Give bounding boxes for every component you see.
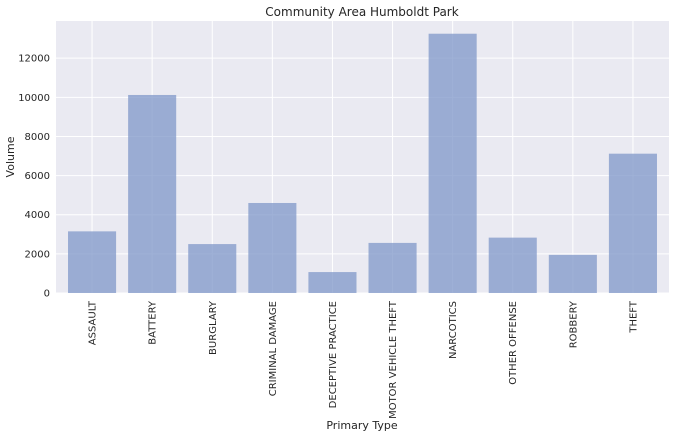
- y-tick-label: 12000: [18, 54, 50, 65]
- x-axis-label: Primary Type: [326, 419, 398, 432]
- bar-narcotics: [428, 33, 477, 294]
- y-axis: 0 2000 4000 6000 8000 10000 12000: [18, 54, 50, 300]
- bar-other-offense: [488, 237, 537, 293]
- y-tick-label: 0: [44, 289, 50, 300]
- y-axis-label: Volume: [4, 136, 17, 177]
- bar-criminal-damage: [248, 202, 297, 293]
- x-tick-label: THEFT: [628, 300, 639, 334]
- bars: [68, 33, 657, 294]
- x-tick-label: ROBBERY: [568, 300, 579, 348]
- bar-theft: [608, 153, 657, 293]
- y-tick-label: 4000: [25, 210, 50, 221]
- bar-motor-vehicle-theft: [368, 242, 417, 293]
- x-tick-label: ASSAULT: [88, 300, 99, 345]
- bar-assault: [68, 231, 117, 293]
- x-tick-label: DECEPTIVE PRACTICE: [328, 301, 339, 408]
- bar-robbery: [548, 254, 597, 293]
- x-tick-label: CRIMINAL DAMAGE: [268, 301, 279, 396]
- x-tick-label: BURGLARY: [208, 300, 219, 355]
- x-tick-label: MOTOR VEHICLE THEFT: [388, 300, 399, 419]
- x-axis: ASSAULT BATTERY BURGLARY CRIMINAL DAMAGE DEC…: [88, 300, 640, 419]
- bar-burglary: [188, 244, 237, 293]
- y-tick-label: 8000: [25, 132, 50, 143]
- bar-deceptive-practice: [308, 272, 357, 293]
- y-tick-label: 10000: [18, 93, 50, 104]
- x-tick-label: OTHER OFFENSE: [508, 301, 519, 385]
- x-tick-label: NARCOTICS: [448, 301, 459, 359]
- y-tick-label: 6000: [25, 171, 50, 182]
- y-tick-label: 2000: [25, 249, 50, 260]
- chart-title: Community Area Humboldt Park: [265, 5, 458, 19]
- x-tick-label: BATTERY: [148, 300, 159, 345]
- bar-battery: [128, 94, 177, 293]
